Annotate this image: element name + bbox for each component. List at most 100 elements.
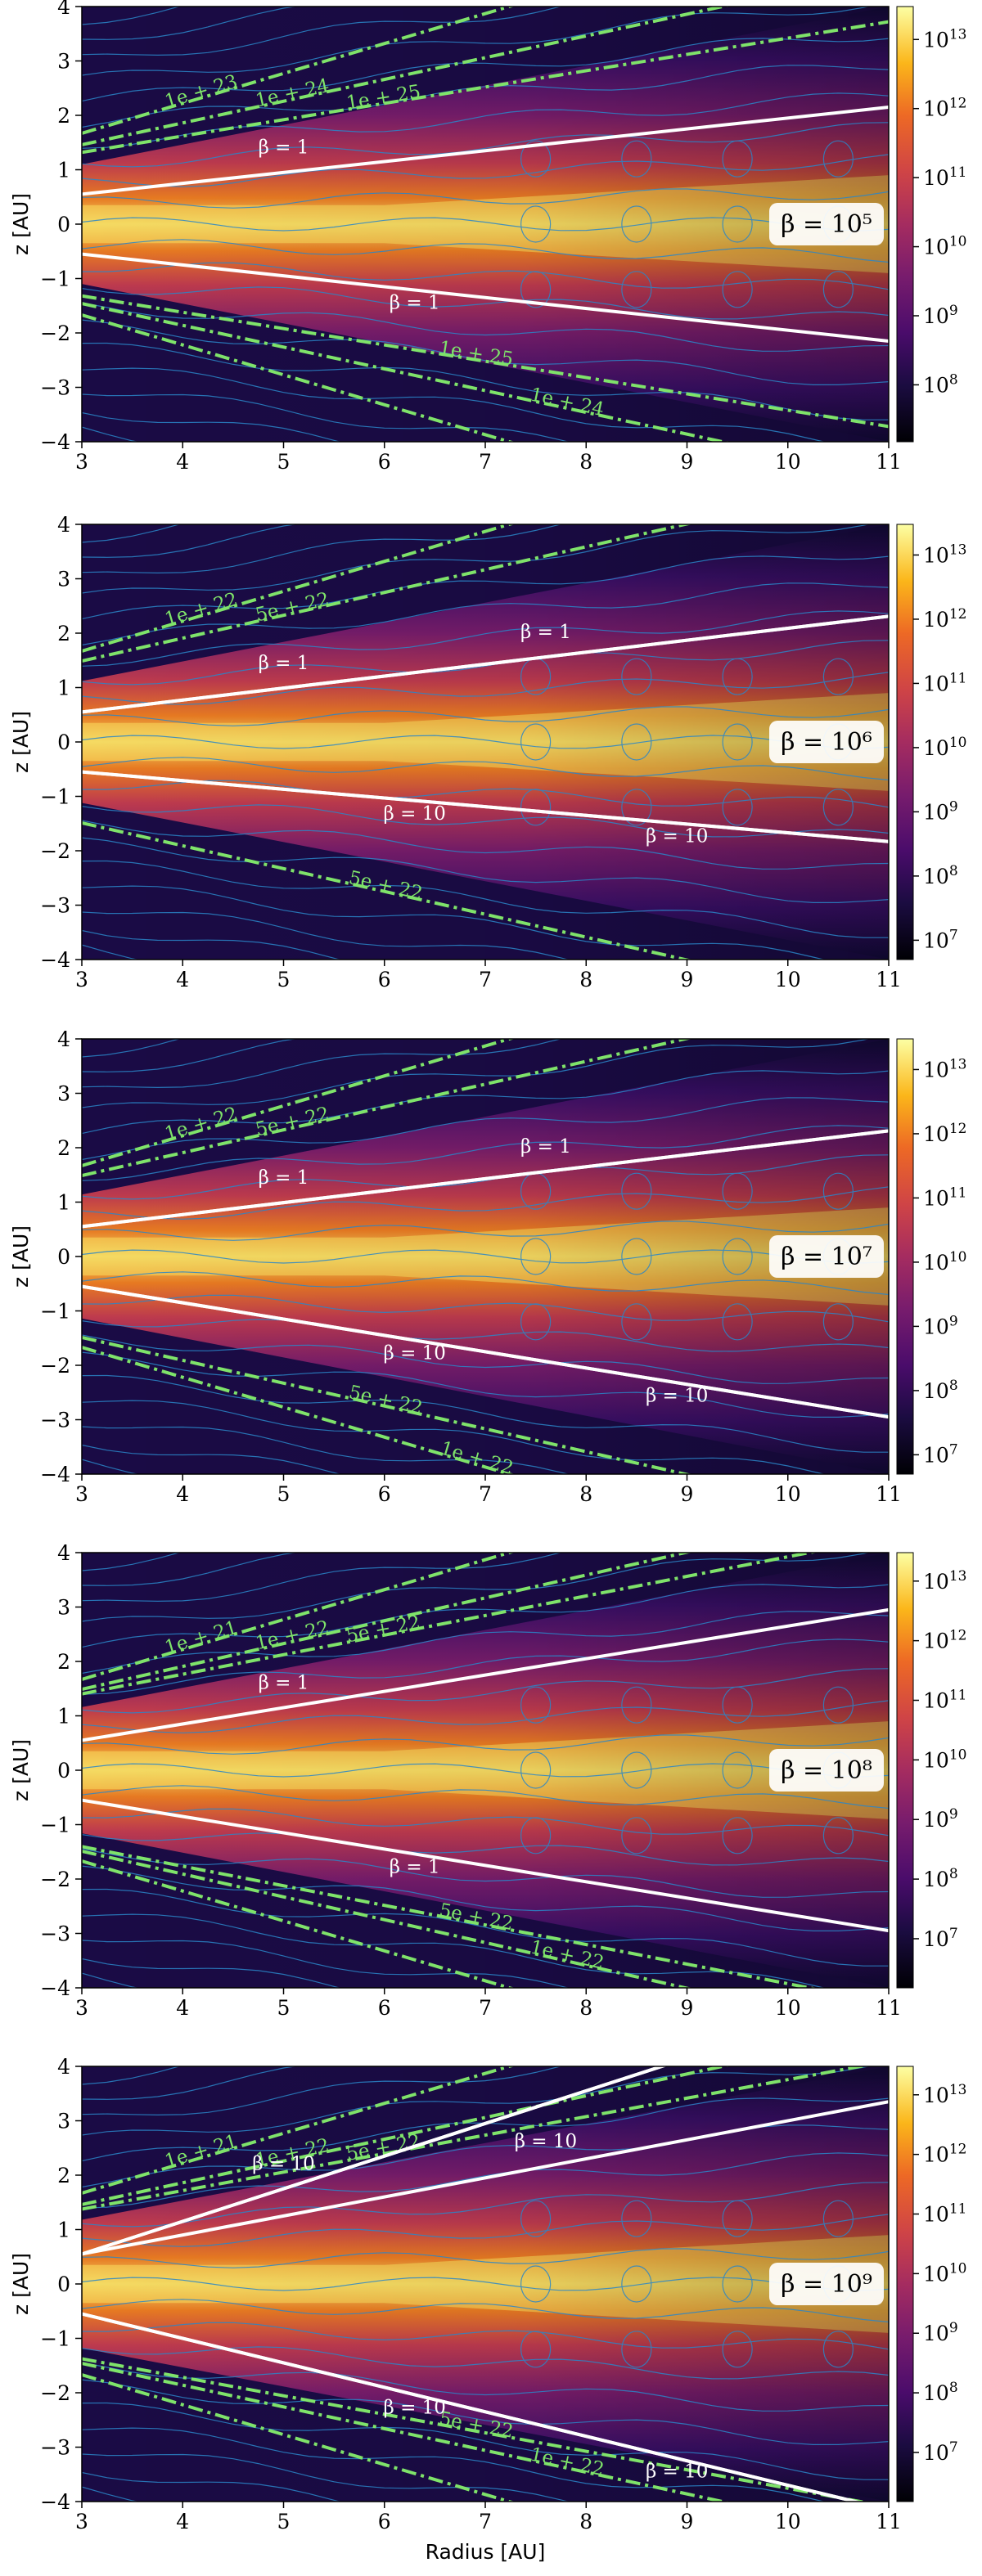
streamline — [82, 393, 570, 442]
vortex — [822, 789, 854, 826]
colorbar-tick-label: 108 — [923, 2380, 958, 2405]
streamline — [82, 1097, 889, 1161]
beta-contour — [82, 252, 889, 343]
vortex — [722, 1238, 753, 1275]
vortex — [722, 1172, 753, 1210]
column-contour — [82, 524, 516, 653]
beta-label: β = 10⁶ — [781, 728, 872, 757]
beta-contour — [82, 2312, 863, 2502]
vortex — [822, 658, 854, 695]
streamline — [82, 1070, 889, 1135]
streamline — [82, 2379, 889, 2445]
streamline — [82, 1639, 889, 1695]
vortex — [621, 1303, 652, 1341]
vortex — [520, 1238, 552, 1275]
colorbar-tick-label: 1011 — [923, 1687, 966, 1712]
x-tick-label: 11 — [876, 968, 902, 991]
y-axis-label: z [AU] — [9, 2253, 33, 2315]
x-tick-label: 5 — [277, 1996, 291, 2020]
beta-label-box — [769, 203, 884, 245]
x-tick-label: 8 — [579, 1482, 592, 1506]
y-tick-label: −1 — [40, 267, 70, 291]
beta-contour — [82, 2066, 668, 2256]
y-tick-label: −1 — [40, 1814, 70, 1837]
y-tick-label: 4 — [57, 1027, 70, 1051]
beta-contour-label: β = 1 — [390, 1857, 440, 1878]
colorbar-tick-label: 108 — [923, 1378, 958, 1403]
vortex — [621, 1238, 652, 1275]
vortex — [520, 1686, 552, 1724]
y-tick-label: −3 — [40, 2436, 70, 2460]
vortex — [520, 205, 552, 243]
streamline — [82, 1039, 298, 1072]
streamline — [82, 1553, 563, 1603]
colorbar-tick-label: 109 — [923, 303, 958, 328]
y-tick-label: 4 — [57, 513, 70, 537]
streamline — [82, 0, 889, 5]
x-tick-label: 5 — [277, 968, 291, 991]
colorbar-tick-label: 108 — [923, 371, 958, 397]
vortex — [722, 2200, 753, 2237]
streamline — [82, 780, 889, 808]
beta-label: β = 10⁸ — [781, 1756, 872, 1785]
streamline — [82, 2362, 889, 2412]
colorbar — [896, 6, 914, 443]
vortex — [520, 1751, 552, 1789]
y-axis-label: z [AU] — [9, 1739, 33, 1801]
beta-contour-label: β = 1 — [259, 1672, 309, 1693]
y-tick-label: 4 — [57, 2055, 70, 2079]
vortex — [621, 1751, 652, 1789]
streamline — [82, 929, 341, 960]
vortex — [722, 1686, 753, 1724]
y-tick-label: −1 — [40, 785, 70, 809]
streamline — [82, 1940, 570, 1988]
x-tick-label: 6 — [378, 1482, 391, 1506]
colorbar-tick-label: 1013 — [923, 2082, 966, 2107]
vortex — [520, 723, 552, 761]
streamline — [82, 582, 889, 646]
y-tick-label: 0 — [57, 1759, 70, 1783]
colorbar-tick-label: 1013 — [923, 26, 966, 52]
vortex — [621, 723, 652, 761]
y-tick-label: −3 — [40, 894, 70, 918]
x-tick-label: 5 — [277, 1482, 291, 1506]
streamline — [82, 837, 889, 903]
streamline — [82, 367, 826, 442]
streamline — [82, 672, 889, 705]
colorbar-tick-label: 1010 — [923, 234, 966, 259]
x-tick-label: 7 — [479, 2510, 492, 2533]
column-contour — [82, 1859, 516, 1988]
streamline — [82, 2299, 889, 2323]
vortex — [621, 2265, 652, 2303]
y-tick-label: −3 — [40, 1409, 70, 1432]
beta-label-box — [769, 1235, 884, 1278]
column-contour — [82, 1346, 516, 1474]
streamline — [82, 1186, 889, 1220]
y-tick-label: 1 — [57, 2219, 70, 2242]
beta-contour-label: β = 1 — [390, 293, 440, 314]
streamline — [82, 610, 889, 667]
x-tick-label: 4 — [176, 450, 189, 474]
x-tick-label: 3 — [75, 450, 88, 474]
streamline — [82, 319, 889, 385]
streamline — [82, 122, 889, 168]
beta-contour — [82, 106, 889, 196]
x-tick-label: 9 — [681, 450, 694, 474]
beta-label-box — [769, 721, 884, 763]
streamline — [82, 1039, 563, 1089]
y-tick-label: −4 — [40, 430, 70, 454]
y-tick-label: 0 — [57, 731, 70, 754]
y-tick-label: 3 — [57, 1596, 70, 1620]
streamline — [82, 735, 889, 749]
column-contour — [82, 1553, 516, 1681]
x-tick-label: 9 — [681, 2510, 694, 2533]
beta-contour-label: β = 1 — [259, 1167, 309, 1189]
colorbar-tick-label: 1013 — [923, 1568, 966, 1594]
streamline — [82, 1734, 889, 1755]
x-tick-label: 10 — [775, 1996, 801, 2020]
vortex — [822, 271, 854, 308]
